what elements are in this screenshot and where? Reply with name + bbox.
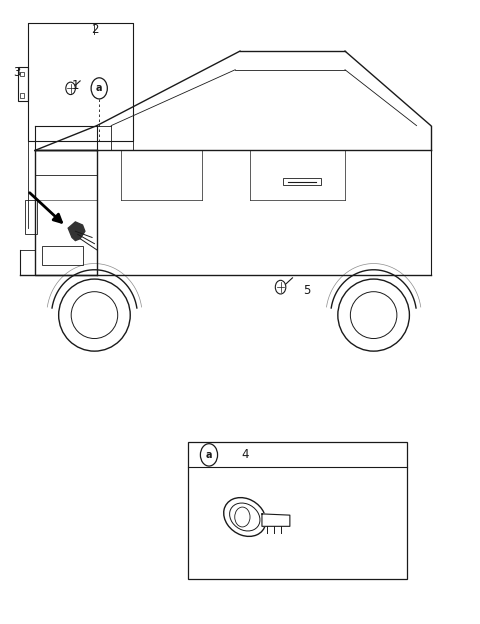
- Polygon shape: [262, 514, 290, 526]
- Text: 4: 4: [241, 449, 249, 461]
- Polygon shape: [68, 222, 85, 241]
- Bar: [283, 178, 321, 185]
- Text: a: a: [206, 450, 212, 460]
- Ellipse shape: [224, 497, 266, 537]
- Bar: [25, 200, 37, 235]
- Ellipse shape: [59, 279, 130, 351]
- Circle shape: [91, 78, 108, 99]
- Bar: [42, 245, 83, 265]
- Text: 3: 3: [13, 66, 20, 79]
- Text: a: a: [96, 84, 102, 94]
- Bar: [18, 67, 28, 101]
- Ellipse shape: [338, 279, 409, 351]
- Bar: [28, 23, 132, 141]
- Circle shape: [66, 82, 75, 95]
- Circle shape: [200, 444, 217, 466]
- Text: 5: 5: [303, 284, 311, 297]
- Circle shape: [235, 507, 250, 527]
- Circle shape: [276, 280, 286, 294]
- Bar: [21, 94, 24, 98]
- Bar: [188, 442, 407, 579]
- Text: 1: 1: [72, 79, 79, 92]
- Bar: [21, 72, 24, 76]
- Text: 2: 2: [91, 23, 98, 36]
